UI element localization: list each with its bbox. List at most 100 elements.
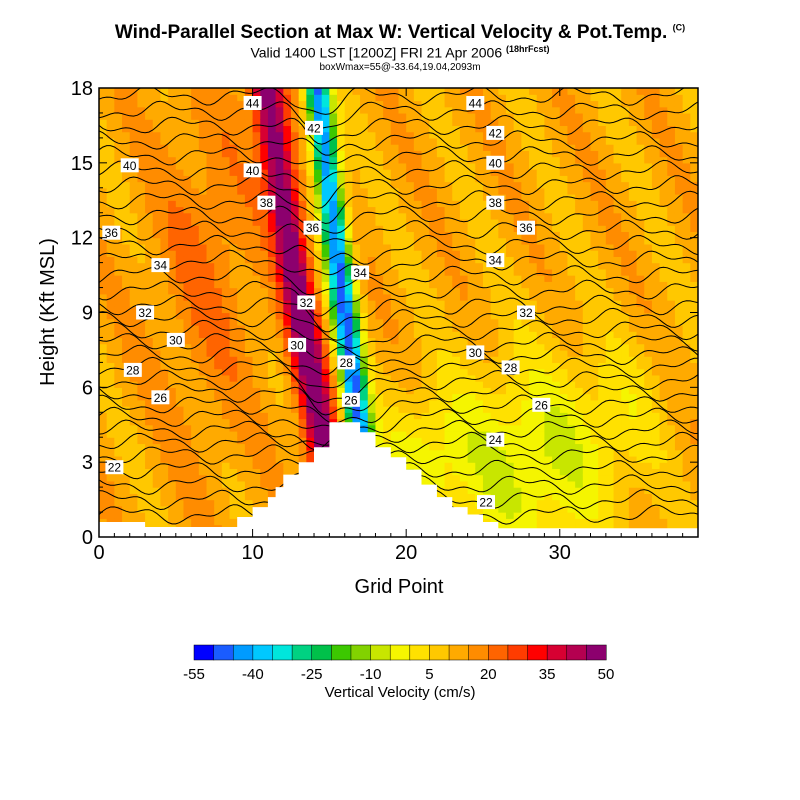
field-cell: [237, 412, 246, 420]
field-cell: [145, 162, 154, 170]
field-cell: [467, 418, 476, 426]
field-cell: [567, 393, 576, 401]
field-cell: [237, 156, 246, 164]
field-cell: [114, 250, 123, 257]
field-cell: [99, 131, 108, 139]
field-cell: [490, 374, 499, 382]
field-cell: [175, 212, 185, 220]
field-cell: [613, 137, 622, 145]
field-cell: [536, 393, 546, 401]
field-cell: [160, 430, 169, 438]
field-cell: [452, 300, 461, 307]
field-cell: [252, 324, 261, 332]
field-cell: [398, 200, 407, 208]
field-cell: [337, 200, 346, 208]
field-cell: [175, 318, 185, 326]
field-cell: [467, 194, 476, 201]
field-cell: [567, 412, 576, 420]
field-cell: [513, 499, 522, 507]
field-cell: [413, 343, 423, 351]
field-cell: [621, 399, 630, 407]
field-cell: [613, 437, 622, 445]
field-cell: [306, 449, 315, 457]
field-cell: [221, 175, 231, 183]
field-cell: [198, 169, 208, 176]
field-cell: [613, 337, 622, 345]
field-cell: [398, 88, 407, 95]
field-cell: [598, 94, 607, 102]
field-cell: [628, 480, 638, 488]
field-cell: [513, 468, 522, 476]
field-cell: [198, 443, 208, 451]
field-cell: [367, 306, 377, 314]
field-cell: [152, 493, 162, 501]
field-cell: [575, 243, 584, 251]
field-cell: [360, 312, 369, 320]
field-cell: [406, 200, 415, 208]
field-cell: [260, 324, 269, 332]
field-cell: [267, 268, 277, 276]
field-cell: [137, 512, 146, 519]
field-cell: [544, 94, 553, 102]
field-cell: [375, 349, 384, 357]
field-cell: [590, 212, 599, 220]
field-cell: [475, 293, 484, 301]
field-cell: [145, 474, 154, 482]
field-cell: [206, 88, 215, 95]
field-cell: [175, 231, 185, 239]
field-cell: [559, 381, 569, 388]
field-cell: [506, 468, 515, 476]
field-cell: [390, 306, 400, 314]
field-cell: [306, 281, 315, 289]
field-cell: [536, 356, 546, 363]
field-cell: [145, 512, 154, 519]
field-cell: [168, 374, 177, 382]
field-cell: [214, 275, 223, 282]
field-cell: [452, 268, 461, 276]
field-cell: [267, 399, 277, 407]
field-cell: [175, 480, 185, 488]
field-cell: [575, 337, 584, 345]
field-cell: [198, 424, 208, 432]
field-cell: [260, 268, 269, 276]
field-cell: [298, 312, 307, 320]
field-cell: [260, 300, 269, 307]
field-cell: [544, 487, 553, 494]
field-cell: [145, 331, 154, 339]
field-cell: [559, 125, 569, 133]
field-cell: [175, 356, 185, 363]
field-cell: [390, 387, 400, 395]
field-cell: [421, 88, 430, 95]
field-cell: [459, 343, 469, 351]
field-cell: [536, 137, 546, 145]
field-cell: [106, 300, 115, 307]
field-cell: [421, 318, 430, 326]
field-cell: [598, 349, 607, 357]
field-cell: [490, 393, 499, 401]
field-cell: [152, 144, 162, 151]
field-cell: [337, 243, 346, 251]
field-cell: [536, 480, 546, 488]
field-cell: [244, 387, 254, 395]
field-cell: [605, 430, 615, 438]
field-cell: [475, 268, 484, 276]
field-cell: [621, 368, 630, 376]
field-cell: [275, 468, 284, 476]
field-cell: [383, 312, 392, 320]
field-cell: [137, 281, 146, 289]
field-cell: [552, 231, 561, 239]
field-cell: [552, 156, 561, 164]
field-cell: [152, 100, 162, 108]
field-cell: [605, 412, 615, 420]
field-cell: [475, 368, 484, 376]
field-cell: [521, 100, 530, 108]
field-cell: [444, 231, 453, 239]
field-cell: [129, 212, 138, 220]
field-cell: [490, 187, 499, 195]
field-cell: [536, 343, 546, 351]
field-cell: [152, 418, 162, 426]
field-cell: [498, 106, 507, 114]
field-cell: [398, 131, 407, 139]
field-cell: [421, 324, 430, 332]
field-cell: [344, 324, 354, 332]
